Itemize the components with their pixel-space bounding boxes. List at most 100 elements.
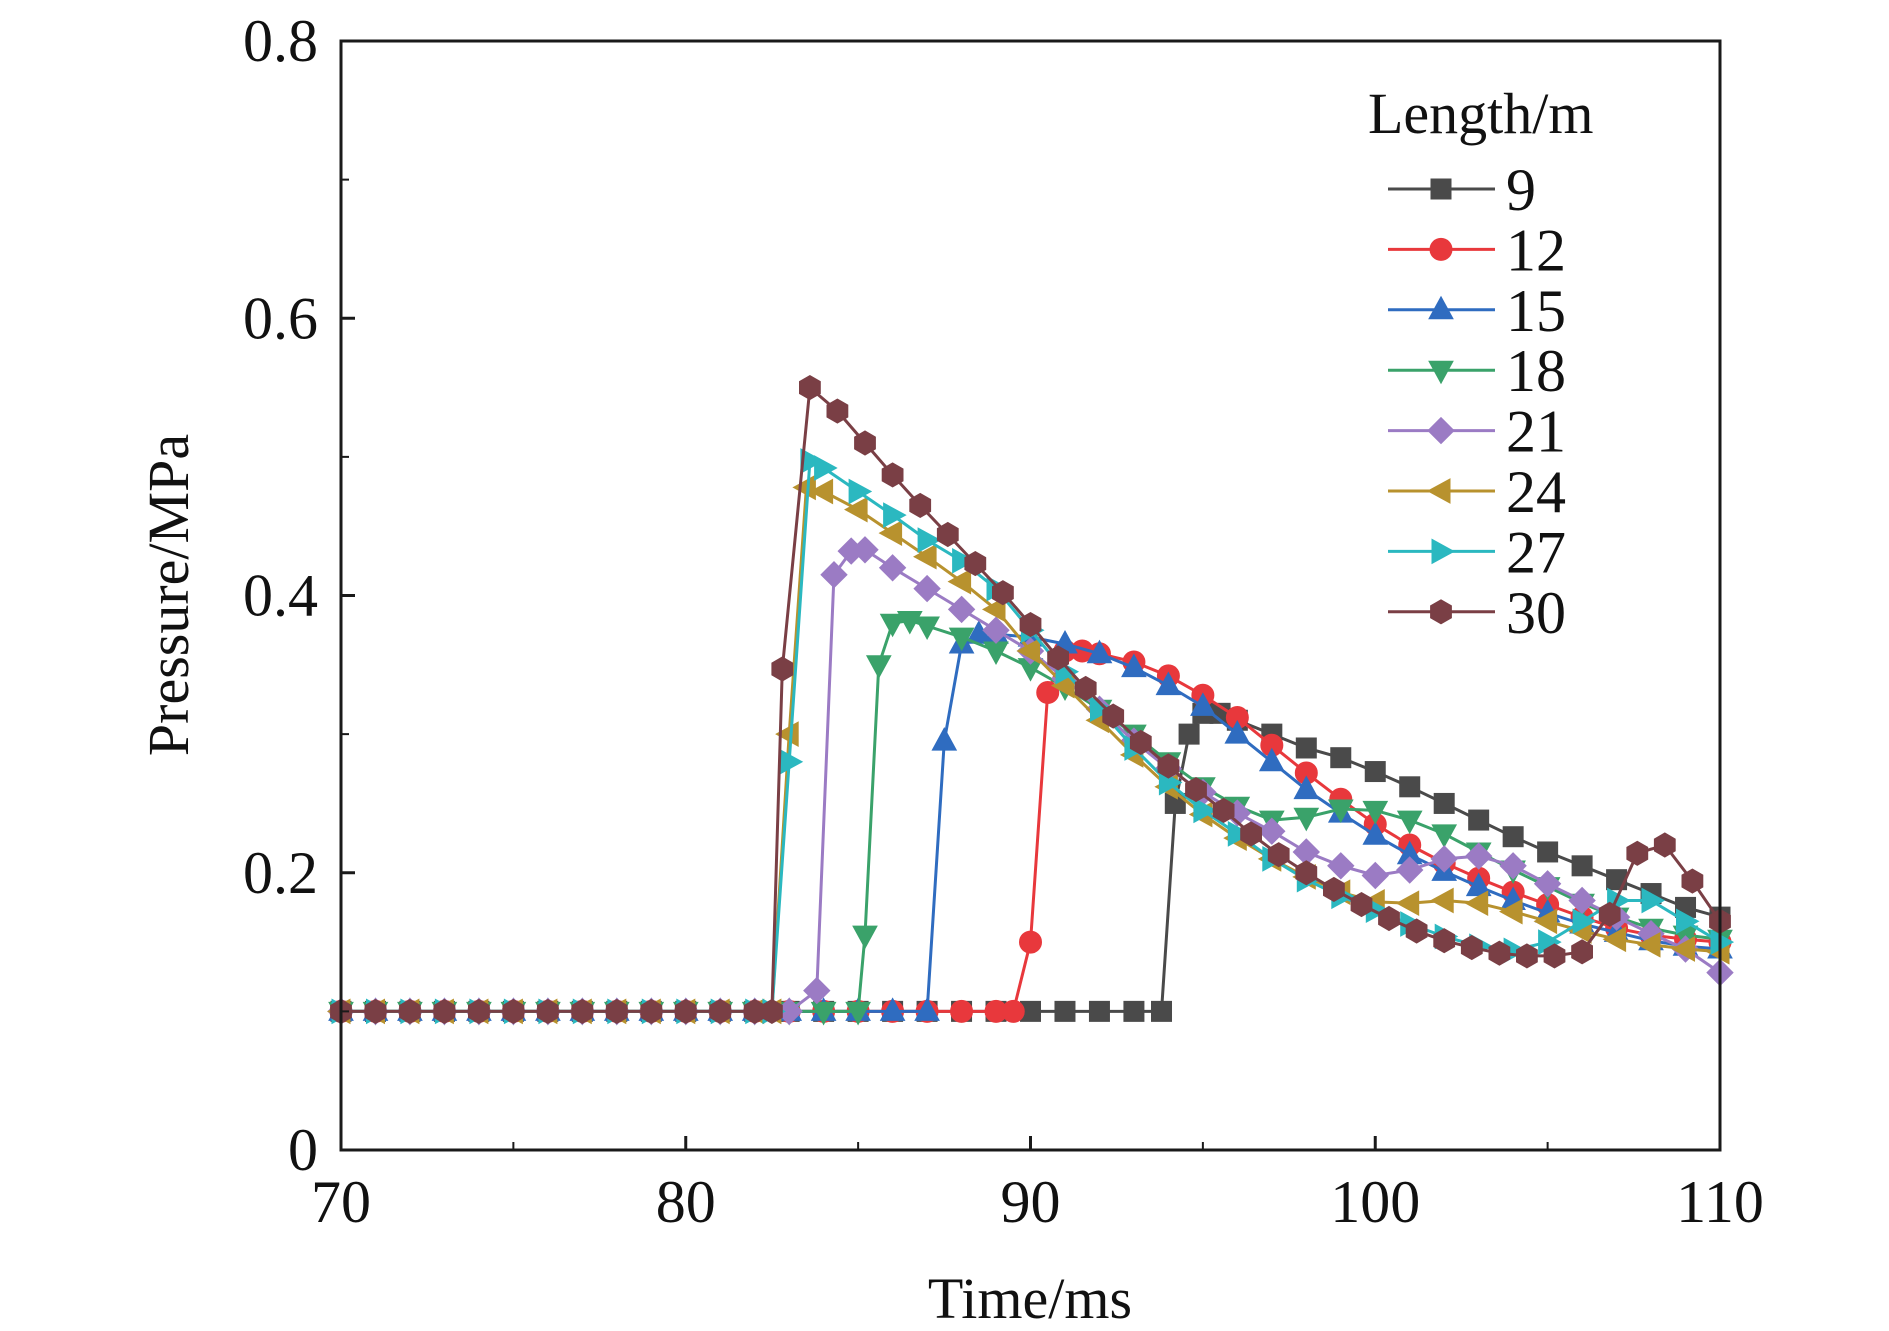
- data-point-24: [1602, 926, 1627, 953]
- data-point-15: [1155, 671, 1182, 696]
- legend-marker: [1428, 360, 1454, 385]
- data-point-24: [1499, 898, 1523, 925]
- data-point-21: [947, 595, 976, 624]
- data-point-27: [1227, 821, 1252, 847]
- data-point-15: [1224, 720, 1251, 744]
- data-point-21: [851, 536, 879, 564]
- legend-label: 18: [1506, 338, 1566, 404]
- legend-title: Length/m: [1368, 81, 1594, 146]
- legend-label: 9: [1506, 157, 1536, 223]
- data-point-18: [1396, 810, 1423, 835]
- x-tick-label: 110: [1676, 1169, 1764, 1235]
- data-point-30: [1350, 892, 1373, 918]
- data-point-18: [852, 925, 878, 950]
- data-point-27: [814, 455, 838, 481]
- data-point-24: [809, 478, 834, 505]
- y-tick-label: 0.8: [243, 8, 318, 74]
- data-point-15: [1086, 639, 1113, 664]
- data-point-21: [1464, 842, 1493, 870]
- data-point-9: [1151, 1000, 1173, 1022]
- legend-item-24: 24: [1388, 459, 1566, 525]
- data-point-21: [913, 574, 941, 603]
- data-point-9: [1364, 761, 1386, 783]
- data-point-30: [992, 580, 1014, 606]
- data-point-30: [364, 998, 387, 1024]
- data-point-30: [854, 430, 876, 456]
- data-point-9: [1330, 747, 1352, 769]
- data-point-12: [1036, 681, 1060, 705]
- data-point-27: [883, 502, 907, 528]
- data-point-15: [1258, 747, 1285, 772]
- data-point-9: [1433, 792, 1455, 814]
- x-tick-label: 90: [1001, 1169, 1061, 1235]
- data-point-18: [1293, 807, 1320, 832]
- data-point-30: [909, 492, 932, 518]
- data-point-30: [1571, 939, 1593, 965]
- data-point-21: [1499, 852, 1527, 880]
- data-point-18: [1362, 800, 1389, 825]
- legend-marker: [1428, 295, 1454, 320]
- data-point-30: [761, 998, 783, 1024]
- data-point-9: [1502, 826, 1524, 848]
- legend-item-18: 18: [1388, 338, 1566, 404]
- x-tick-label: 100: [1330, 1169, 1420, 1235]
- data-point-24: [1464, 890, 1489, 917]
- data-point-18: [879, 613, 906, 638]
- data-point-24: [1671, 936, 1695, 962]
- legend-marker: [1431, 538, 1456, 565]
- data-point-30: [537, 998, 559, 1024]
- data-point-15: [914, 997, 940, 1021]
- data-point-24: [878, 520, 903, 546]
- data-point-27: [1676, 908, 1700, 935]
- data-point-27: [1572, 908, 1597, 935]
- data-point-30: [1295, 860, 1318, 886]
- data-point-24: [1395, 890, 1420, 917]
- data-point-30: [1433, 928, 1456, 954]
- legend-item-15: 15: [1388, 278, 1566, 344]
- x-axis-title: Time/ms: [928, 1266, 1132, 1331]
- data-point-27: [800, 448, 824, 474]
- series-30: [330, 375, 1731, 1024]
- data-point-30: [1323, 876, 1345, 902]
- data-point-30: [964, 551, 987, 577]
- data-point-12: [1019, 930, 1042, 954]
- data-point-9: [1054, 1000, 1076, 1022]
- data-point-9: [1295, 737, 1317, 759]
- data-point-9: [1178, 723, 1200, 745]
- data-point-30: [1626, 840, 1649, 866]
- data-point-15: [1190, 692, 1216, 716]
- data-point-30: [1460, 935, 1483, 961]
- data-point-18: [983, 641, 1009, 666]
- data-point-30: [1157, 753, 1180, 779]
- data-point-30: [936, 521, 959, 548]
- data-point-21: [1327, 852, 1355, 880]
- data-point-21: [982, 616, 1010, 644]
- legend-label: 27: [1506, 519, 1566, 585]
- data-point-21: [803, 976, 831, 1005]
- data-point-9: [1468, 809, 1490, 831]
- data-point-15: [1121, 653, 1147, 678]
- data-point-21: [1533, 870, 1562, 898]
- data-point-21: [1361, 861, 1390, 890]
- y-tick-label: 0.6: [243, 285, 318, 351]
- y-tick-label: 0.2: [243, 840, 318, 906]
- data-point-9: [1123, 1000, 1145, 1022]
- legend-marker: [1426, 478, 1451, 504]
- data-point-18: [845, 1001, 871, 1026]
- data-point-12: [1001, 999, 1025, 1023]
- data-point-27: [1193, 797, 1217, 824]
- data-point-9: [1571, 855, 1593, 877]
- data-point-30: [1019, 612, 1042, 638]
- data-point-21: [820, 560, 848, 589]
- data-point-30: [881, 462, 904, 488]
- data-point-18: [948, 627, 975, 652]
- data-point-30: [826, 398, 849, 424]
- x-tick-label: 80: [656, 1169, 716, 1235]
- legend-marker: [1429, 237, 1453, 261]
- data-point-30: [433, 998, 456, 1024]
- data-point-15: [1293, 775, 1320, 800]
- data-point-18: [1431, 824, 1458, 848]
- data-point-21: [878, 554, 907, 582]
- legend-item-9: 9: [1388, 157, 1536, 223]
- data-point-30: [771, 656, 794, 682]
